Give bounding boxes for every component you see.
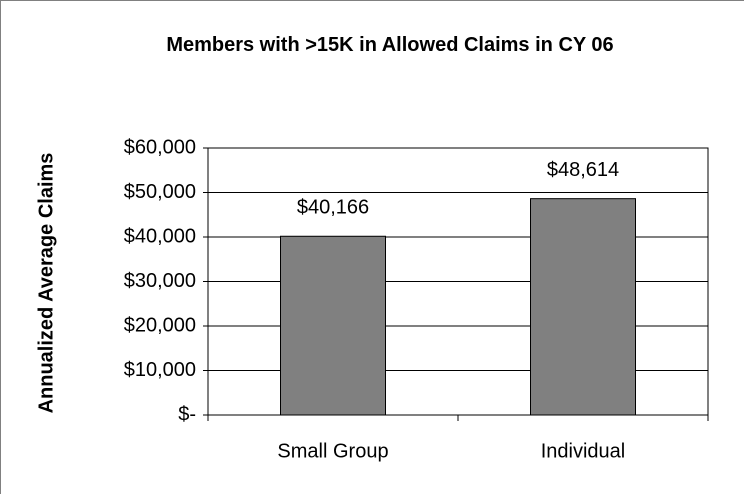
y-tick-label: $60,000: [124, 136, 196, 158]
y-axis-label: Annualized Average Claims: [35, 153, 57, 414]
y-tick-label: $-: [178, 403, 196, 425]
chart-title: Members with >15K in Allowed Claims in C…: [166, 34, 614, 56]
value-label: $48,614: [547, 159, 619, 181]
bar: [280, 235, 386, 416]
y-tick-label: $40,000: [124, 225, 196, 247]
value-label: $40,166: [297, 197, 369, 219]
y-tick-label: $30,000: [124, 270, 196, 292]
x-tick-label: Small Group: [277, 440, 388, 462]
y-tick-label: $50,000: [124, 181, 196, 203]
bar: [530, 198, 636, 416]
y-tick-label: $10,000: [124, 359, 196, 381]
x-tick-label: Individual: [541, 440, 626, 462]
y-tick-label: $20,000: [124, 314, 196, 336]
